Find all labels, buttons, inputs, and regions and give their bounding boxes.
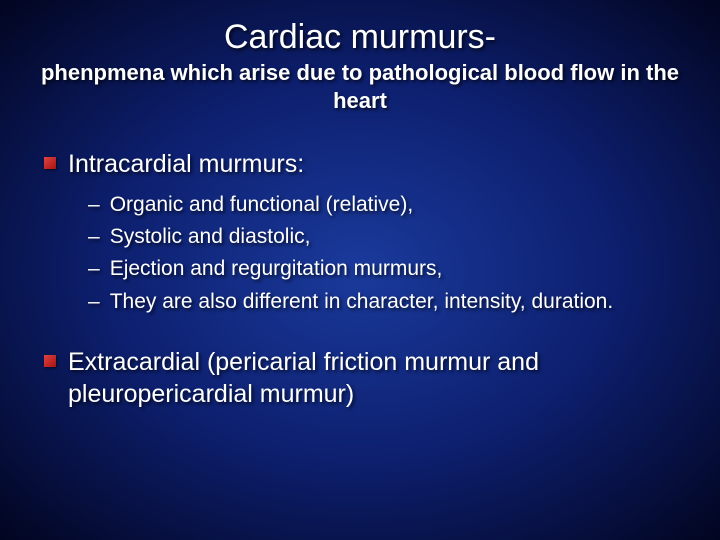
bullet-text: Intracardial murmurs: [68,148,304,181]
dash-icon: – [88,255,100,283]
square-bullet-icon [44,355,56,367]
sub-bullet-text: Organic and functional (relative), [110,191,414,219]
bullet-text: Extracardial (pericarial friction murmur… [68,346,680,411]
sub-bullet-text: Systolic and diastolic, [110,223,311,251]
slide: Cardiac murmurs- phenpmena which arise d… [0,0,720,540]
slide-subtitle: phenpmena which arise due to pathologica… [40,59,680,114]
dash-icon: – [88,223,100,251]
bullet-item: Extracardial (pericarial friction murmur… [40,346,680,411]
dash-icon: – [88,191,100,219]
slide-title: Cardiac murmurs- [40,18,680,57]
dash-icon: – [88,288,100,316]
sub-bullet-item: – Systolic and diastolic, [40,223,680,251]
square-bullet-icon [44,157,56,169]
sub-bullet-text: Ejection and regurgitation murmurs, [110,255,443,283]
sub-bullet-item: – They are also different in character, … [40,288,680,316]
bullet-item: Intracardial murmurs: [40,148,680,181]
spacer [40,320,680,346]
sub-bullet-item: – Ejection and regurgitation murmurs, [40,255,680,283]
sub-bullet-text: They are also different in character, in… [110,288,614,316]
sub-bullet-item: – Organic and functional (relative), [40,191,680,219]
